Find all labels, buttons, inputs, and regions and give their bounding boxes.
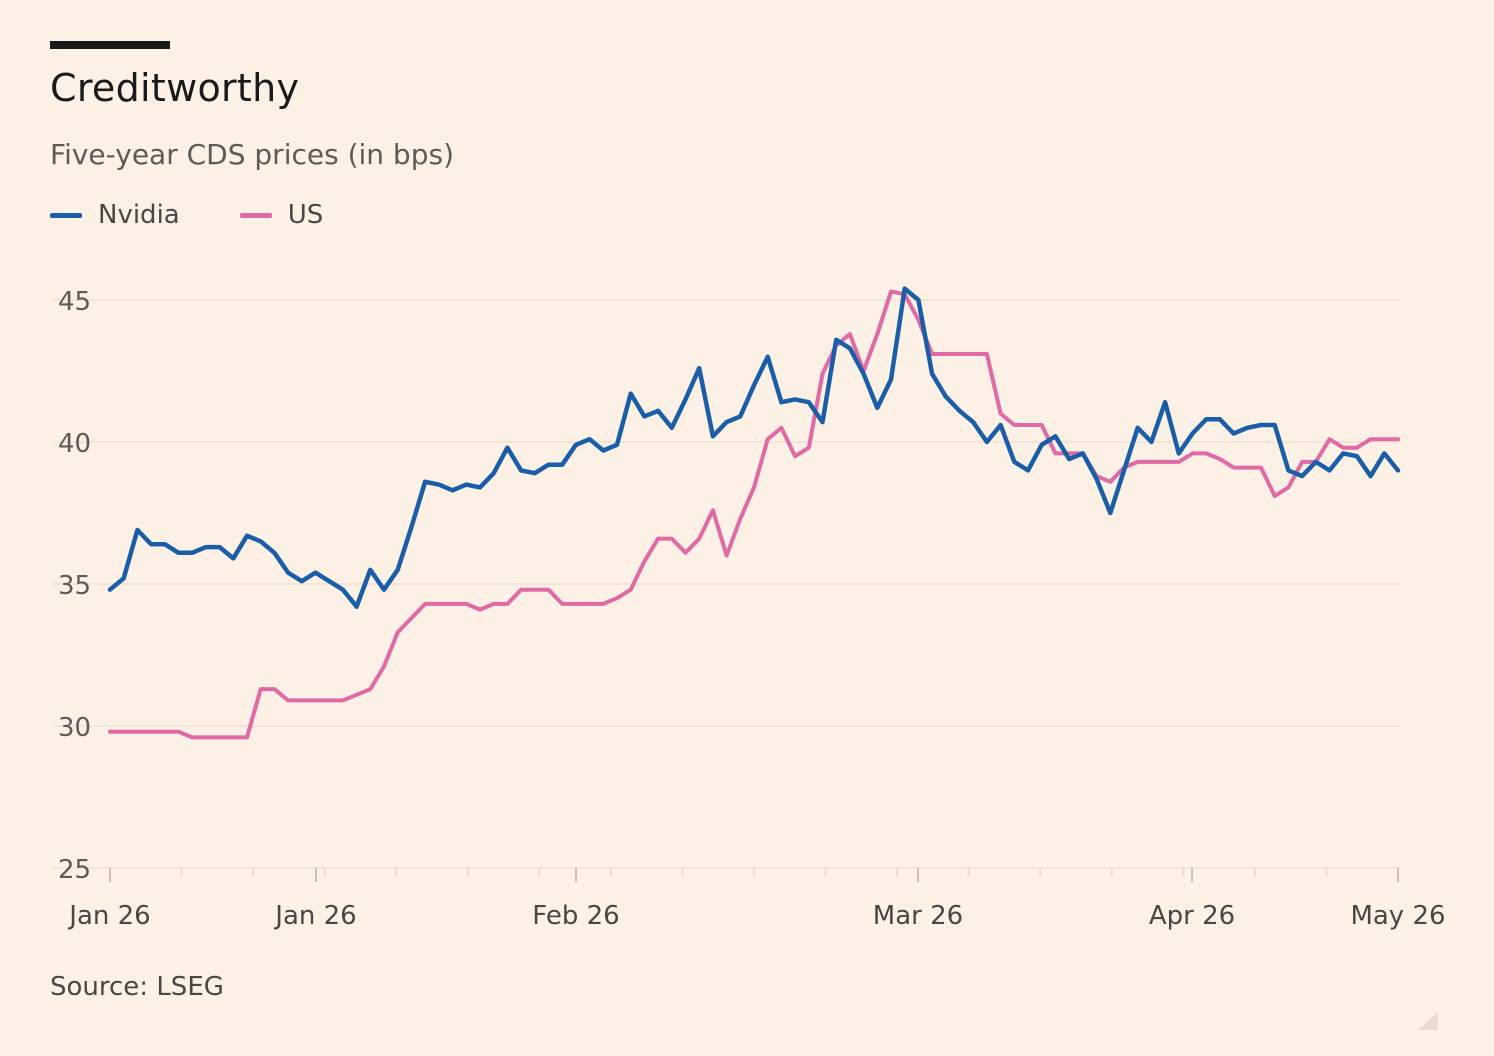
x-tick-label: Feb 26	[532, 901, 619, 931]
chart-subtitle: Five-year CDS prices (in bps)	[50, 138, 454, 171]
legend-item-us: US	[239, 200, 324, 230]
top-rule	[50, 41, 170, 49]
x-tick-label: May 26	[1350, 901, 1445, 931]
x-tick-label: Jan 26	[67, 901, 150, 931]
legend-swatch-us	[239, 212, 272, 218]
legend-item-nvidia: Nvidia	[50, 200, 180, 230]
x-tick-label: Jan 26	[273, 901, 356, 931]
chart-title: Creditworthy	[50, 66, 300, 110]
y-tick-label: 45	[58, 287, 91, 317]
legend-swatch-nvidia	[50, 212, 82, 218]
legend-label-us: US	[287, 200, 324, 230]
x-tick-label: Apr 26	[1149, 901, 1235, 931]
y-tick-label: 30	[58, 713, 91, 743]
y-tick-label: 40	[58, 429, 91, 459]
legend-label-nvidia: Nvidia	[98, 200, 180, 230]
resize-grip-icon	[1418, 1012, 1438, 1030]
legend: Nvidia US	[50, 200, 383, 230]
series-line-us	[108, 289, 1400, 740]
series-line-nvidia	[107, 286, 1401, 609]
y-tick-label: 35	[58, 571, 91, 601]
x-tick-label: Mar 26	[873, 901, 963, 931]
line-chart: 25 30 35 40 45 Jan 26 Jan 26 Feb 26 Mar 26 Apr 26…	[52, 286, 1446, 931]
y-tick-label: 25	[58, 855, 91, 885]
source-note: Source: LSEG	[50, 972, 224, 1002]
